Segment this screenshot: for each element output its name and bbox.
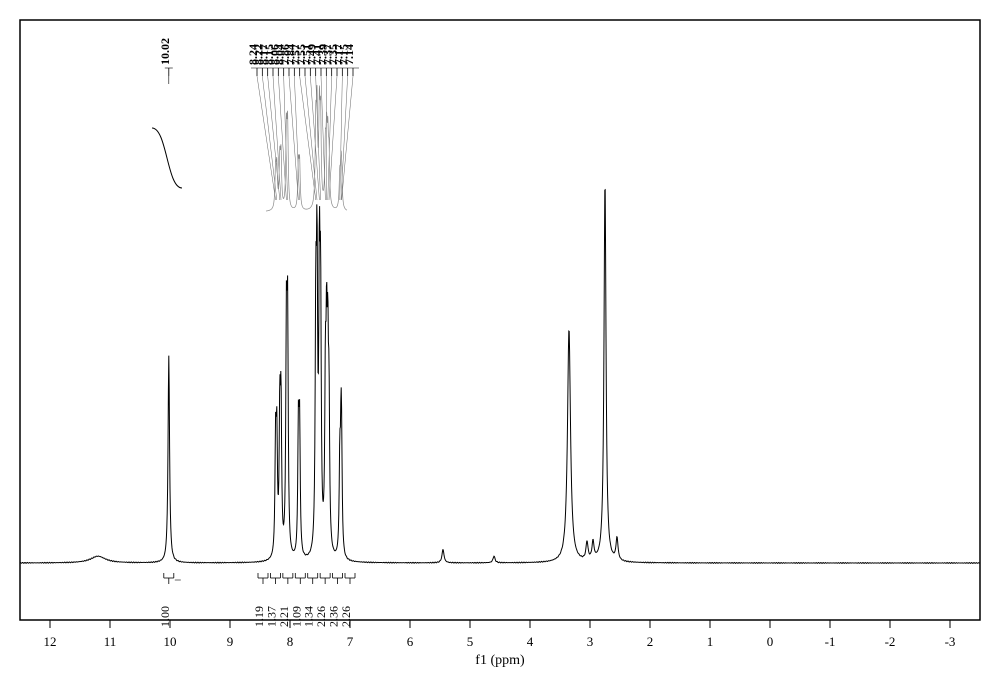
svg-text:2.26: 2.26 bbox=[339, 606, 353, 627]
svg-text:12: 12 bbox=[44, 634, 57, 649]
svg-text:11: 11 bbox=[104, 634, 117, 649]
svg-text:10: 10 bbox=[164, 634, 177, 649]
svg-text:1: 1 bbox=[707, 634, 714, 649]
svg-text:0: 0 bbox=[767, 634, 774, 649]
svg-text:3: 3 bbox=[587, 634, 594, 649]
svg-text:f1 (ppm): f1 (ppm) bbox=[475, 653, 525, 668]
svg-text:8: 8 bbox=[287, 634, 294, 649]
svg-text:2: 2 bbox=[647, 634, 654, 649]
svg-text:10.02: 10.02 bbox=[158, 38, 172, 65]
svg-text:4: 4 bbox=[527, 634, 534, 649]
svg-text:1.00: 1.00 bbox=[158, 606, 172, 627]
svg-text:-2: -2 bbox=[885, 634, 896, 649]
svg-text:6: 6 bbox=[407, 634, 414, 649]
nmr-spectrum-chart: 1211109876543210-1-2-3f1 (ppm)10.028.248… bbox=[0, 0, 1000, 691]
svg-text:-3: -3 bbox=[945, 634, 956, 649]
spectrum-svg: 1211109876543210-1-2-3f1 (ppm)10.028.248… bbox=[0, 0, 1000, 691]
svg-text:5: 5 bbox=[467, 634, 474, 649]
svg-text:-1: -1 bbox=[825, 634, 836, 649]
svg-text:7.14: 7.14 bbox=[342, 44, 356, 65]
svg-text:7: 7 bbox=[347, 634, 354, 649]
svg-text:9: 9 bbox=[227, 634, 234, 649]
